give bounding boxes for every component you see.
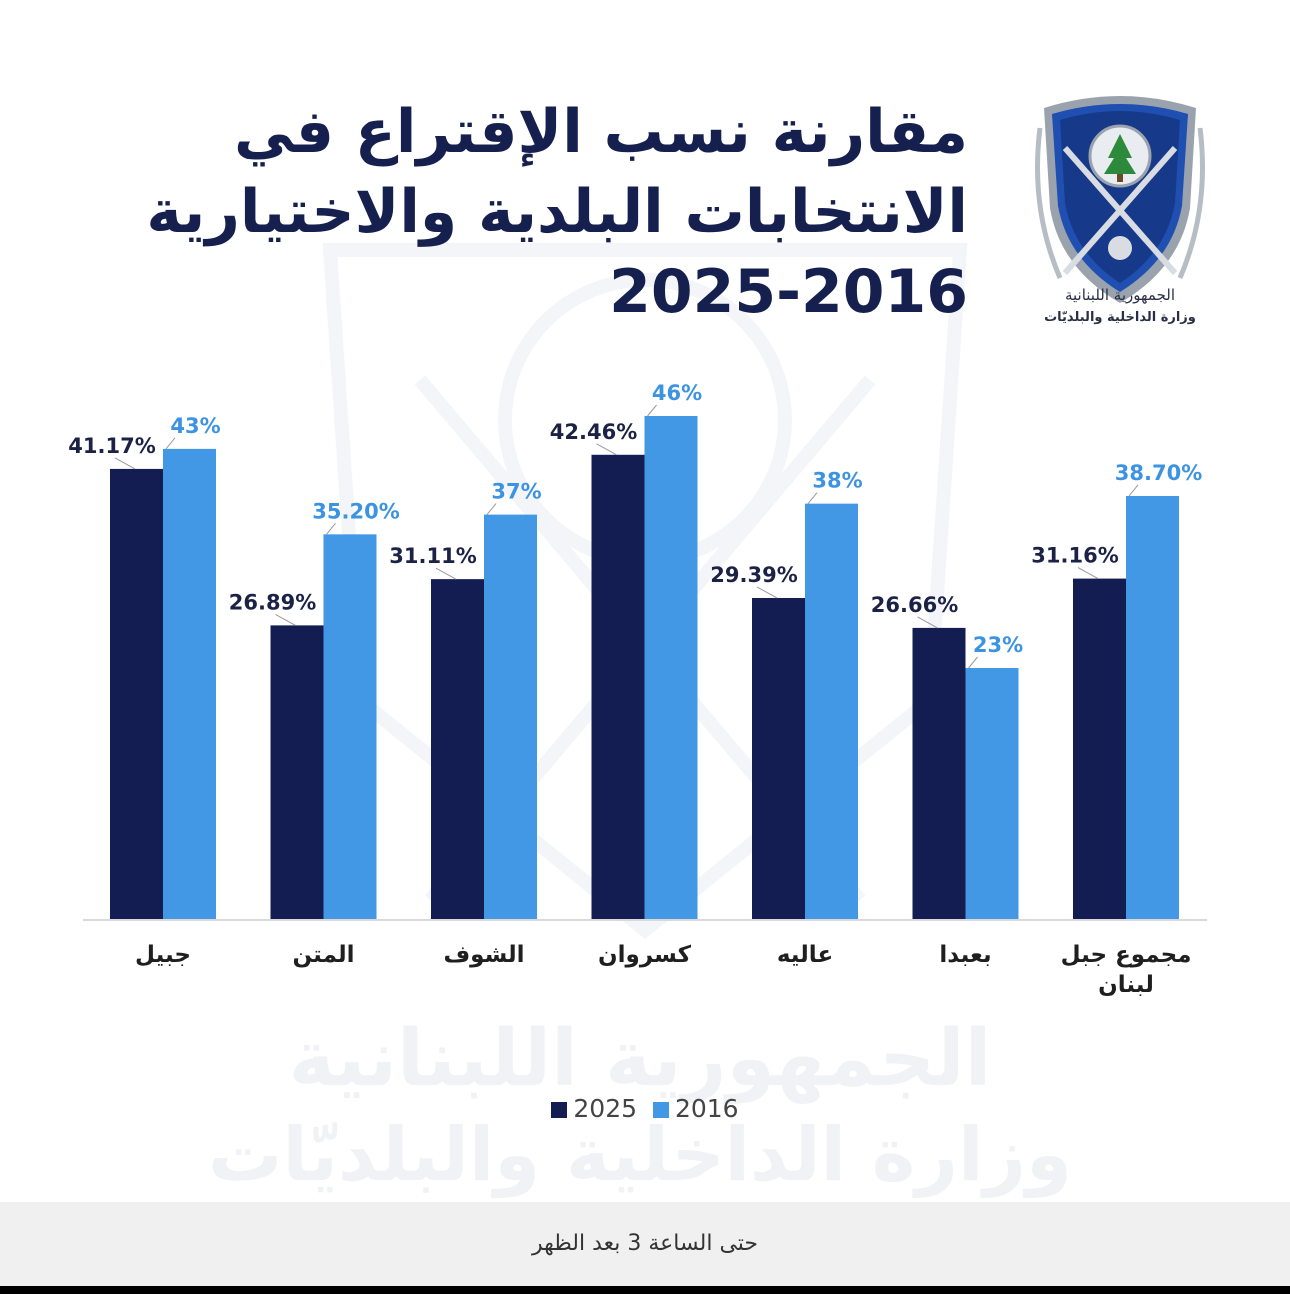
bar-2025-5 xyxy=(912,627,966,920)
bar-2016-1 xyxy=(323,534,377,920)
leader-line-2025-2 xyxy=(435,567,457,580)
data-label-2016-0: 43% xyxy=(170,414,220,438)
data-labels-group: 41.17% 43% 26.89% 35.20% 31.11% 37% 42.46% 46% 2… xyxy=(68,381,1202,669)
bar-2025-0 xyxy=(110,468,163,920)
logo-caption-line1: الجمهورية اللبنانية xyxy=(1064,286,1176,304)
bar-2016-0 xyxy=(163,448,216,920)
legend-label-2016: 2016 xyxy=(674,1094,739,1123)
leader-line-2016-2 xyxy=(486,503,497,515)
legend-swatch-2025 xyxy=(551,1102,568,1118)
legend-item-2016: 2016 xyxy=(652,1094,739,1123)
legend-swatch-2016 xyxy=(652,1102,669,1118)
x-tick-label-1: المتن xyxy=(292,942,354,968)
footer: حتى الساعة 3 بعد الظهر xyxy=(0,1202,1290,1286)
x-tick-label-6-line0: مجموع جبل xyxy=(1061,942,1192,968)
title-line1: مقارنة نسب الإقتراع في xyxy=(234,97,968,167)
data-label-2016-6: 38.70% xyxy=(1115,461,1202,485)
bar-chart: 41.17% 43% 26.89% 35.20% 31.11% 37% 42.46% 46% 2… xyxy=(68,381,1207,998)
x-tick-label-4: عاليه xyxy=(777,942,833,968)
bottom-bar xyxy=(0,1286,1290,1294)
leader-line-2025-5 xyxy=(917,616,938,629)
data-label-2016-1: 35.20% xyxy=(312,499,399,523)
title-line3: 2025-2016 xyxy=(609,257,968,327)
title-line2: الانتخابات البلدية والاختيارية xyxy=(146,177,968,247)
data-label-2025-6: 31.16% xyxy=(1031,544,1118,568)
x-tick-labels-group: جبيل المتن الشوف كسروان عاليه بعبدا مجموع جبل ل… xyxy=(135,942,1191,998)
bar-2016-3 xyxy=(644,416,698,920)
data-label-2025-2: 31.11% xyxy=(389,544,476,568)
bar-2025-3 xyxy=(591,454,645,920)
watermark-line2: وزارة الداخلية والبلديّات xyxy=(208,1112,1072,1199)
leader-line-2025-0 xyxy=(114,457,136,470)
leader-line-2025-3 xyxy=(596,443,617,456)
ministry-shield-logo-icon xyxy=(1035,96,1205,303)
page-title: مقارنة نسب الإقتراع في الانتخابات البلدي… xyxy=(68,92,968,332)
data-label-2025-4: 29.39% xyxy=(710,563,797,587)
data-label-2016-4: 38% xyxy=(812,469,862,493)
data-label-2016-3: 46% xyxy=(652,381,702,405)
bar-2016-5 xyxy=(965,668,1019,920)
data-label-2025-5: 26.66% xyxy=(871,593,958,617)
legend-label-2025: 2025 xyxy=(573,1094,638,1123)
data-label-2016-2: 37% xyxy=(491,480,541,504)
logo-caption-line2: وزارة الداخلية والبلديّات xyxy=(1044,310,1196,325)
x-tick-label-5: بعبدا xyxy=(939,942,991,968)
bar-2025-2 xyxy=(431,579,484,920)
bars-group xyxy=(110,416,1179,920)
x-tick-label-6-line1: لبنان xyxy=(1098,972,1154,998)
data-label-2016-5: 23% xyxy=(973,633,1023,657)
bar-2025-4 xyxy=(752,597,805,920)
x-tick-label-3: كسروان xyxy=(598,942,692,968)
leader-line-2025-6 xyxy=(1077,567,1099,580)
bar-2016-2 xyxy=(484,514,537,920)
bar-2025-1 xyxy=(270,625,324,920)
leader-line-2016-0 xyxy=(165,437,176,450)
bar-2025-6 xyxy=(1073,578,1126,920)
leader-line-2016-4 xyxy=(807,492,818,504)
bar-2016-4 xyxy=(805,503,858,920)
leader-line-2025-4 xyxy=(756,586,778,599)
leader-line-2016-5 xyxy=(968,656,978,669)
footer-text: حتى الساعة 3 بعد الظهر xyxy=(531,1231,759,1256)
leader-line-2016-3 xyxy=(647,404,657,417)
data-label-2025-1: 26.89% xyxy=(229,590,316,614)
data-label-2025-3: 42.46% xyxy=(550,420,637,444)
data-label-2025-0: 41.17% xyxy=(68,434,155,458)
leader-line-2016-6 xyxy=(1128,484,1139,497)
leader-line-2025-1 xyxy=(275,613,296,626)
leader-line-2016-1 xyxy=(326,523,336,535)
x-tick-label-0: جبيل xyxy=(135,942,191,968)
legend: 2025 2016 xyxy=(0,1094,1290,1123)
bar-2016-6 xyxy=(1126,495,1179,920)
legend-item-2025: 2025 xyxy=(551,1094,637,1123)
x-tick-label-2: الشوف xyxy=(443,942,524,968)
